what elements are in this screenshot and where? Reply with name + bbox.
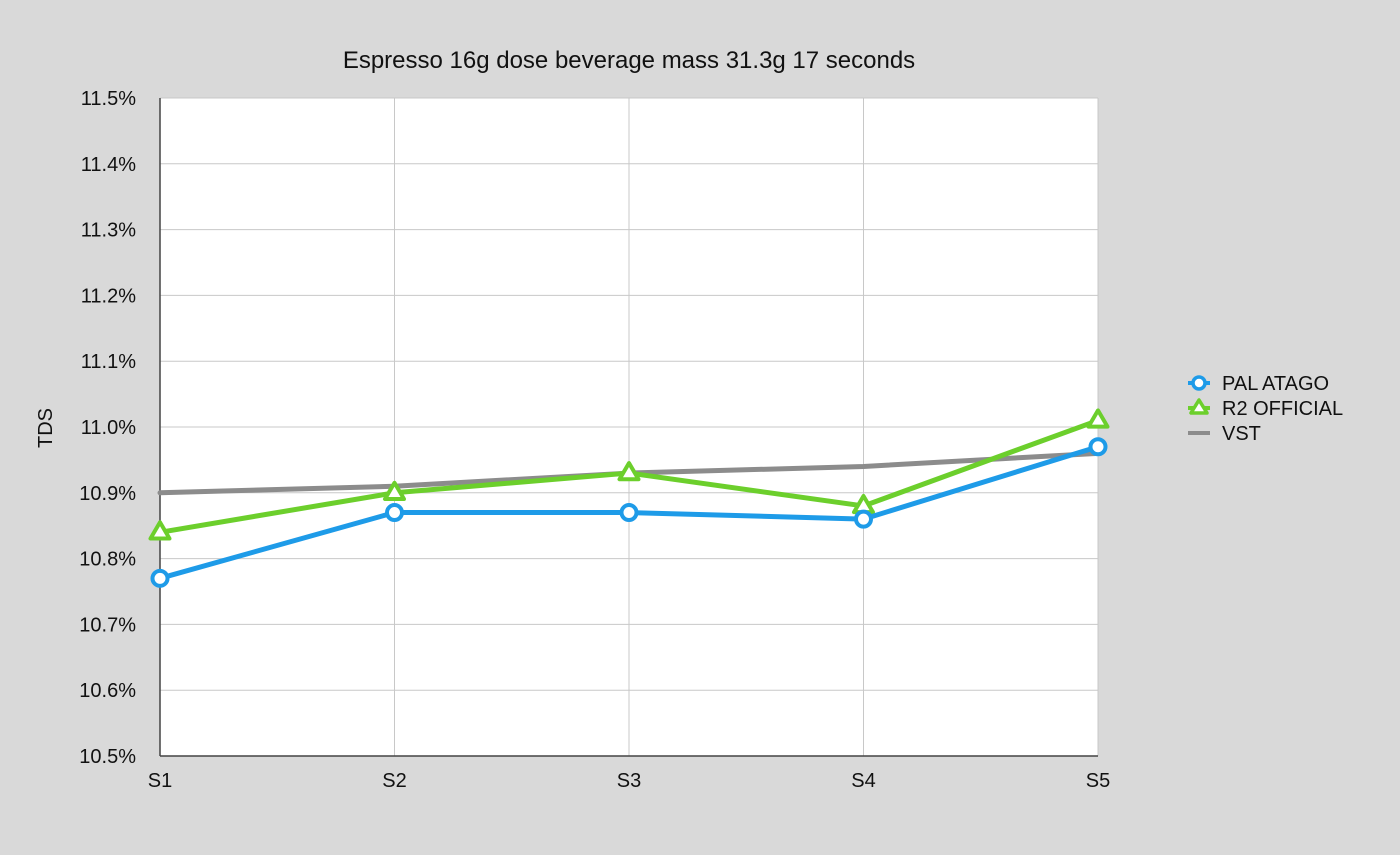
- data-point-r2-official: [148, 520, 172, 541]
- x-tick-label: S2: [382, 770, 406, 792]
- grid: [160, 97, 1099, 756]
- y-tick-label: 11.2%: [81, 285, 136, 307]
- legend-marker: [1191, 375, 1207, 391]
- axes: 10.5% 10.6% 10.7% 10.8% 10.9% 11.0% 11.1% 11.2%…: [79, 88, 1110, 792]
- y-axis-label: TDS: [35, 408, 57, 448]
- x-tick-label: S5: [1086, 770, 1110, 792]
- y-tick-label: 10.6%: [79, 680, 136, 702]
- y-tick-label: 11.0%: [81, 417, 136, 439]
- y-tick-label: 11.1%: [81, 351, 136, 373]
- y-tick-label: 11.5%: [81, 88, 136, 110]
- y-tick-label: 11.3%: [81, 220, 136, 242]
- y-tick-label: 10.7%: [79, 614, 136, 636]
- data-point-r2-official: [617, 461, 641, 482]
- chart-title: Espresso 16g dose beverage mass 31.3g 17…: [343, 47, 915, 74]
- legend-label: R2 OFFICIAL: [1222, 398, 1343, 420]
- y-tick-label: 10.5%: [79, 746, 136, 768]
- data-point-r2-official: [1086, 408, 1110, 429]
- x-tick-label: S4: [851, 770, 875, 792]
- data-point-pal-atago: [150, 568, 170, 588]
- legend-label: PAL ATAGO: [1222, 373, 1329, 395]
- data-point-pal-atago: [619, 503, 639, 523]
- series-layer: [148, 408, 1110, 588]
- data-point-pal-atago: [385, 503, 404, 523]
- series-pal-atago: [150, 437, 1108, 588]
- y-tick-label: 10.9%: [79, 483, 136, 505]
- x-tick-label: S3: [617, 770, 641, 792]
- x-tick-label: S1: [148, 770, 172, 792]
- legend: PAL ATAGO R2 OFFICIAL VST: [1188, 373, 1343, 445]
- data-point-pal-atago: [854, 509, 873, 529]
- legend-label: VST: [1222, 423, 1261, 445]
- y-tick-label: 10.8%: [79, 549, 136, 571]
- data-point-pal-atago: [1088, 437, 1108, 457]
- legend-item-r2-official: R2 OFFICIAL: [1188, 398, 1343, 420]
- data-point-r2-official: [383, 480, 406, 501]
- series-r2-official: [148, 408, 1110, 541]
- legend-item-vst: VST: [1188, 423, 1261, 445]
- legend-marker: [1189, 398, 1209, 415]
- y-tick-label: 11.4%: [81, 154, 136, 176]
- legend-item-pal-atago: PAL ATAGO: [1188, 373, 1329, 395]
